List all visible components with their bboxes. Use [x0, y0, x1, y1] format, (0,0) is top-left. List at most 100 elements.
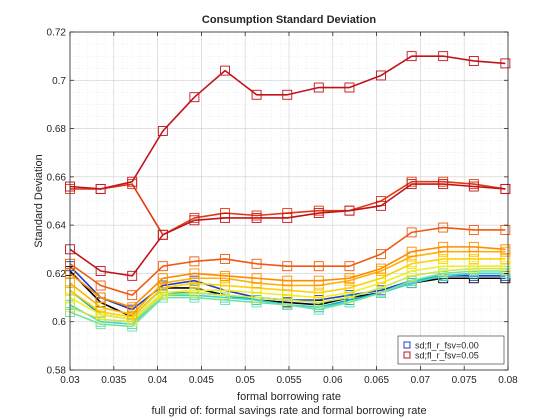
x-tick-label: 0.045 [189, 375, 214, 386]
data-point [438, 51, 449, 62]
data-point [406, 179, 417, 190]
data-point [406, 258, 417, 269]
data-point [344, 82, 355, 93]
data-point [95, 292, 106, 303]
x-tick-label: 0.065 [364, 375, 389, 386]
x-tick-label: 0.07 [411, 375, 431, 386]
data-point [468, 56, 479, 66]
data-point [376, 273, 386, 284]
data-point [282, 212, 293, 223]
data-point [468, 181, 479, 192]
data-point [438, 222, 449, 233]
data-point [468, 253, 479, 264]
data-point [344, 261, 355, 272]
data-point [220, 65, 231, 76]
ticks: 0.03 0.035 0.04 0.045 0.05 0.055 0.06 0.065 0.07… [47, 28, 519, 387]
series-line-13 [65, 51, 511, 194]
data-point [282, 275, 293, 286]
data-point [500, 183, 511, 194]
data-point [500, 261, 511, 272]
data-point [127, 309, 138, 320]
y-tick-label: 0.7 [52, 76, 66, 87]
data-point [127, 176, 138, 187]
x-tick-label: 0.035 [101, 375, 126, 386]
series-line-9 [65, 241, 511, 313]
data-point [438, 241, 449, 252]
data-point [189, 256, 200, 267]
data-point [313, 304, 324, 315]
y-tick-label: 0.72 [47, 28, 67, 39]
data-point [468, 241, 479, 252]
data-point [406, 266, 417, 276]
data-point [468, 225, 479, 235]
series-line-12 [65, 179, 511, 281]
data-point [189, 268, 200, 279]
data-point [189, 285, 200, 296]
chart-title: Consumption Standard Deviation [202, 14, 376, 26]
x-tick-label: 0.055 [276, 375, 301, 386]
data-point [282, 89, 293, 100]
data-point [406, 246, 417, 257]
data-point [376, 200, 386, 211]
series-path-10 [69, 226, 506, 296]
data-point [189, 92, 200, 103]
data-point [127, 302, 138, 313]
legend-label-fsv-005: sd;fl_r_fsv=0.05 [415, 351, 479, 361]
data-point [313, 82, 324, 93]
data-point [376, 249, 386, 260]
series-path-13 [69, 55, 506, 190]
data-point [438, 253, 449, 264]
data-point [313, 287, 324, 298]
data-point [344, 273, 355, 284]
x-tick-label: 0.05 [235, 375, 255, 386]
data-point [406, 227, 417, 238]
data-point [220, 212, 231, 223]
data-point [251, 212, 262, 223]
x-tick-label: 0.03 [60, 375, 80, 386]
legend-marker-fsv-005 [403, 351, 411, 359]
data-point [157, 261, 168, 272]
data-point [344, 205, 355, 216]
y-axis-label: Standard Deviation [33, 154, 45, 248]
data-point [189, 215, 200, 226]
figure-footnote: full grid of: formal savings rate and fo… [151, 405, 426, 417]
data-point [313, 275, 324, 286]
y-tick-label: 0.62 [47, 269, 67, 280]
y-tick-label: 0.6 [52, 317, 66, 328]
data-point [500, 244, 511, 255]
series-path-9 [69, 246, 506, 309]
legend: sd;fl_r_fsv=0.00 sd;fl_r_fsv=0.05 [397, 335, 505, 365]
data-point [251, 258, 262, 269]
data-point [468, 261, 479, 272]
x-tick-label: 0.075 [452, 375, 477, 386]
data-point [220, 270, 231, 281]
series-line-10 [65, 222, 511, 301]
data-point [313, 261, 324, 272]
data-point [406, 51, 417, 62]
y-tick-label: 0.58 [47, 366, 67, 377]
series-layer [65, 51, 511, 332]
legend-marker-fsv-0 [403, 341, 411, 349]
data-point [376, 70, 386, 81]
data-point [313, 208, 324, 219]
x-tick-label: 0.08 [498, 375, 518, 386]
data-point [95, 280, 106, 291]
legend-label-fsv-0: sd;fl_r_fsv=0.00 [415, 341, 479, 351]
x-tick-label: 0.04 [148, 375, 168, 386]
data-point [438, 179, 449, 190]
data-point [438, 261, 449, 272]
data-point [282, 261, 293, 272]
data-point [127, 270, 138, 281]
data-point [95, 183, 106, 194]
data-point [251, 273, 262, 284]
x-axis-label: formal borrowing rate [237, 391, 341, 403]
data-point [220, 280, 231, 291]
y-tick-label: 0.66 [47, 172, 67, 183]
data-point [220, 253, 231, 264]
data-point [251, 89, 262, 100]
series-path-12 [69, 183, 506, 277]
data-point [95, 302, 106, 313]
y-tick-label: 0.68 [47, 124, 67, 135]
data-point [157, 273, 168, 284]
y-tick-label: 0.64 [47, 221, 67, 232]
